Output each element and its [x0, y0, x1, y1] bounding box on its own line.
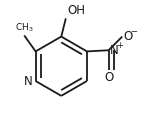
- Text: OH: OH: [67, 4, 85, 17]
- Text: CH$_3$: CH$_3$: [15, 22, 34, 34]
- Text: −: −: [130, 27, 137, 36]
- Text: N: N: [24, 75, 33, 87]
- Text: +: +: [116, 41, 123, 50]
- Text: O: O: [123, 30, 133, 43]
- Text: O: O: [104, 71, 113, 84]
- Text: N: N: [110, 44, 118, 57]
